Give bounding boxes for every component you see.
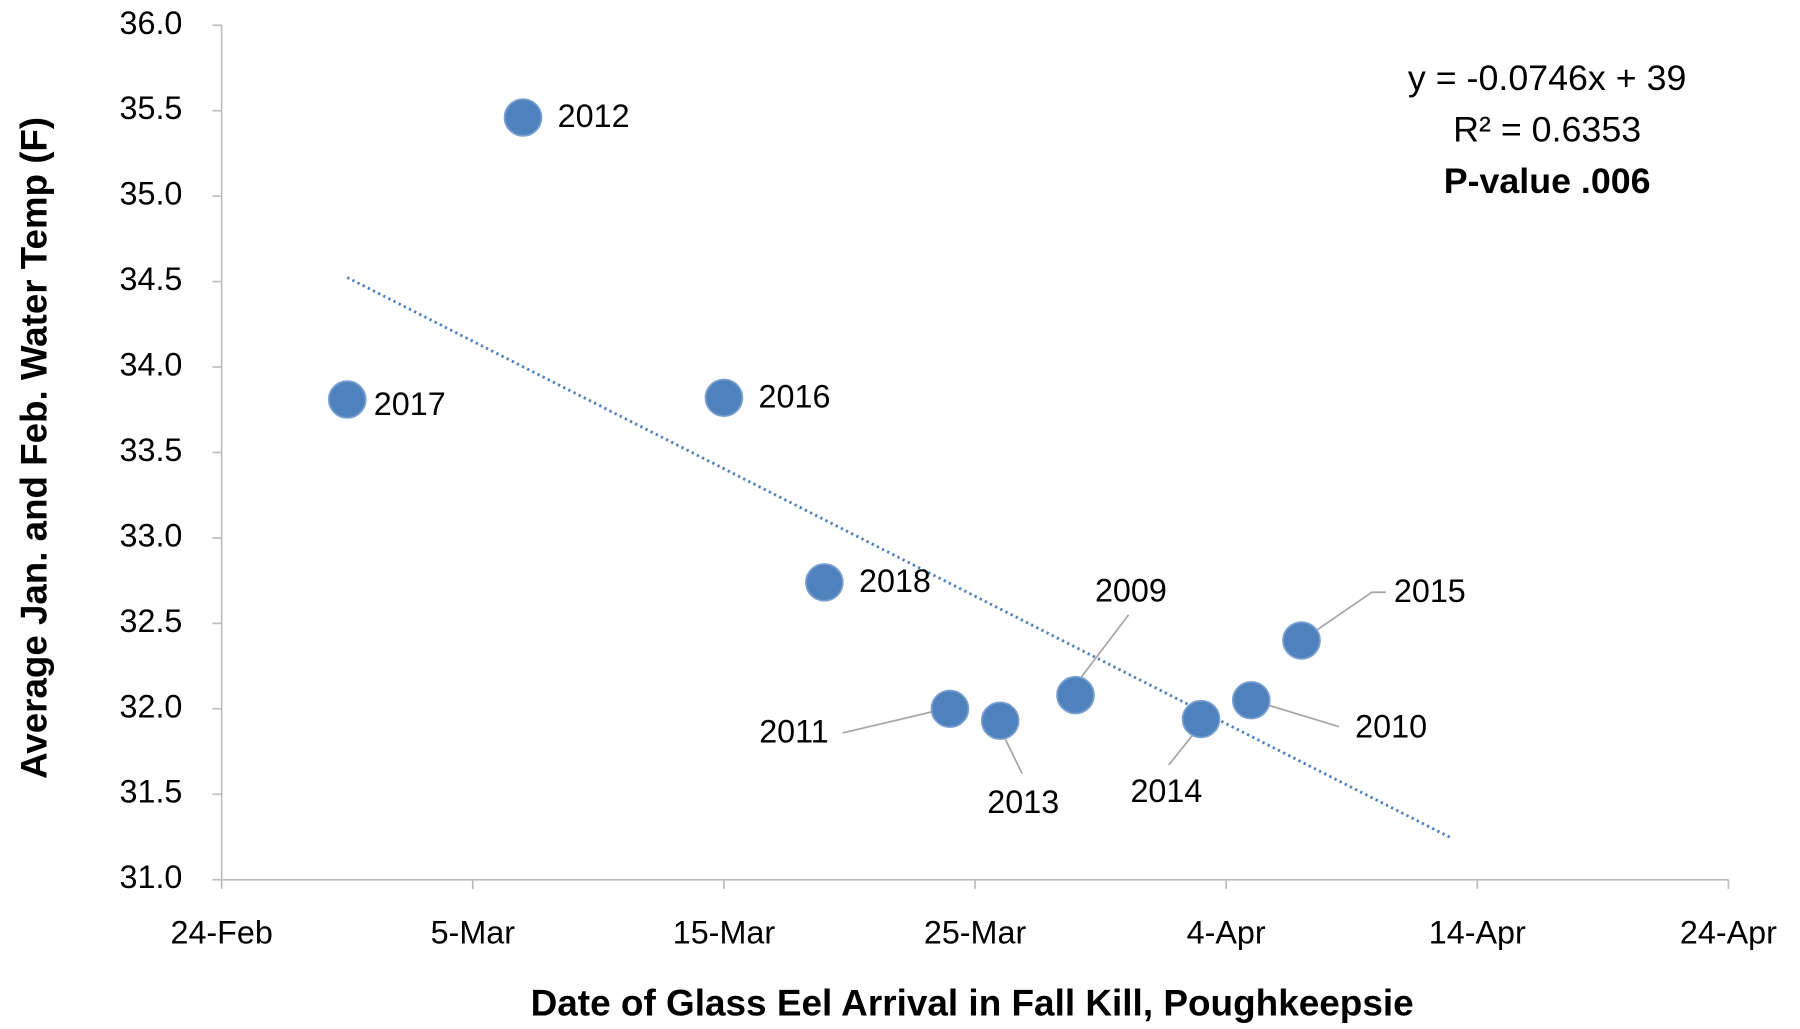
x-tick-label: 24-Apr	[1680, 914, 1777, 950]
data-point	[805, 563, 844, 602]
point-label: 2015	[1394, 573, 1466, 609]
point-label: 2012	[558, 98, 630, 134]
point-label: 2010	[1355, 709, 1427, 745]
x-axis-title: Date of Glass Eel Arrival in Fall Kill, …	[531, 983, 1414, 1024]
point-label: 2013	[987, 784, 1059, 820]
y-tick-label: 35.0	[120, 176, 183, 212]
x-tick-label: 14-Apr	[1429, 914, 1526, 950]
point-label: 2016	[759, 379, 831, 415]
equation: y = -0.0746x + 39	[1408, 58, 1687, 98]
x-tick-label: 15-Mar	[673, 914, 776, 950]
data-point	[704, 378, 744, 418]
x-tick-label: 5-Mar	[431, 914, 516, 950]
y-tick-label: 31.0	[120, 859, 183, 895]
data-point	[1282, 621, 1321, 660]
leader-line	[1078, 614, 1130, 681]
y-tick-label: 34.0	[120, 347, 183, 383]
data-point	[503, 98, 543, 137]
leader-line	[1304, 591, 1386, 639]
leader-line	[842, 710, 936, 734]
point-label: 2018	[859, 563, 931, 599]
x-tick-label: 25-Mar	[924, 914, 1027, 950]
y-tick-label: 32.0	[120, 688, 183, 724]
point-label: 2014	[1130, 773, 1202, 809]
y-axis-title: Average Jan. and Feb. Water Temp (F)	[14, 117, 55, 779]
data-point	[1056, 675, 1095, 715]
data-point	[1181, 699, 1221, 739]
y-tick-label: 33.5	[120, 432, 183, 468]
y-tick-label: 32.5	[120, 603, 183, 639]
y-tick-label: 33.0	[120, 517, 183, 553]
data-point	[980, 701, 1020, 741]
x-tick-label: 4-Apr	[1187, 914, 1266, 950]
point-label: 2009	[1095, 573, 1167, 609]
p-value: P-value .006	[1444, 161, 1651, 201]
leader-line	[1002, 735, 1023, 774]
y-tick-label: 31.5	[120, 774, 183, 810]
data-point	[1231, 681, 1271, 720]
data-point	[930, 689, 970, 729]
y-tick-label: 36.0	[120, 5, 183, 41]
point-label: 2011	[759, 714, 829, 750]
trendline	[346, 276, 1453, 840]
y-tick-label: 34.5	[120, 261, 183, 297]
y-tick-label: 35.5	[120, 90, 183, 126]
r-squared: R² = 0.6353	[1453, 110, 1641, 150]
point-label: 2017	[374, 386, 446, 422]
x-tick-label: 24-Feb	[170, 914, 272, 950]
data-point	[327, 380, 367, 419]
